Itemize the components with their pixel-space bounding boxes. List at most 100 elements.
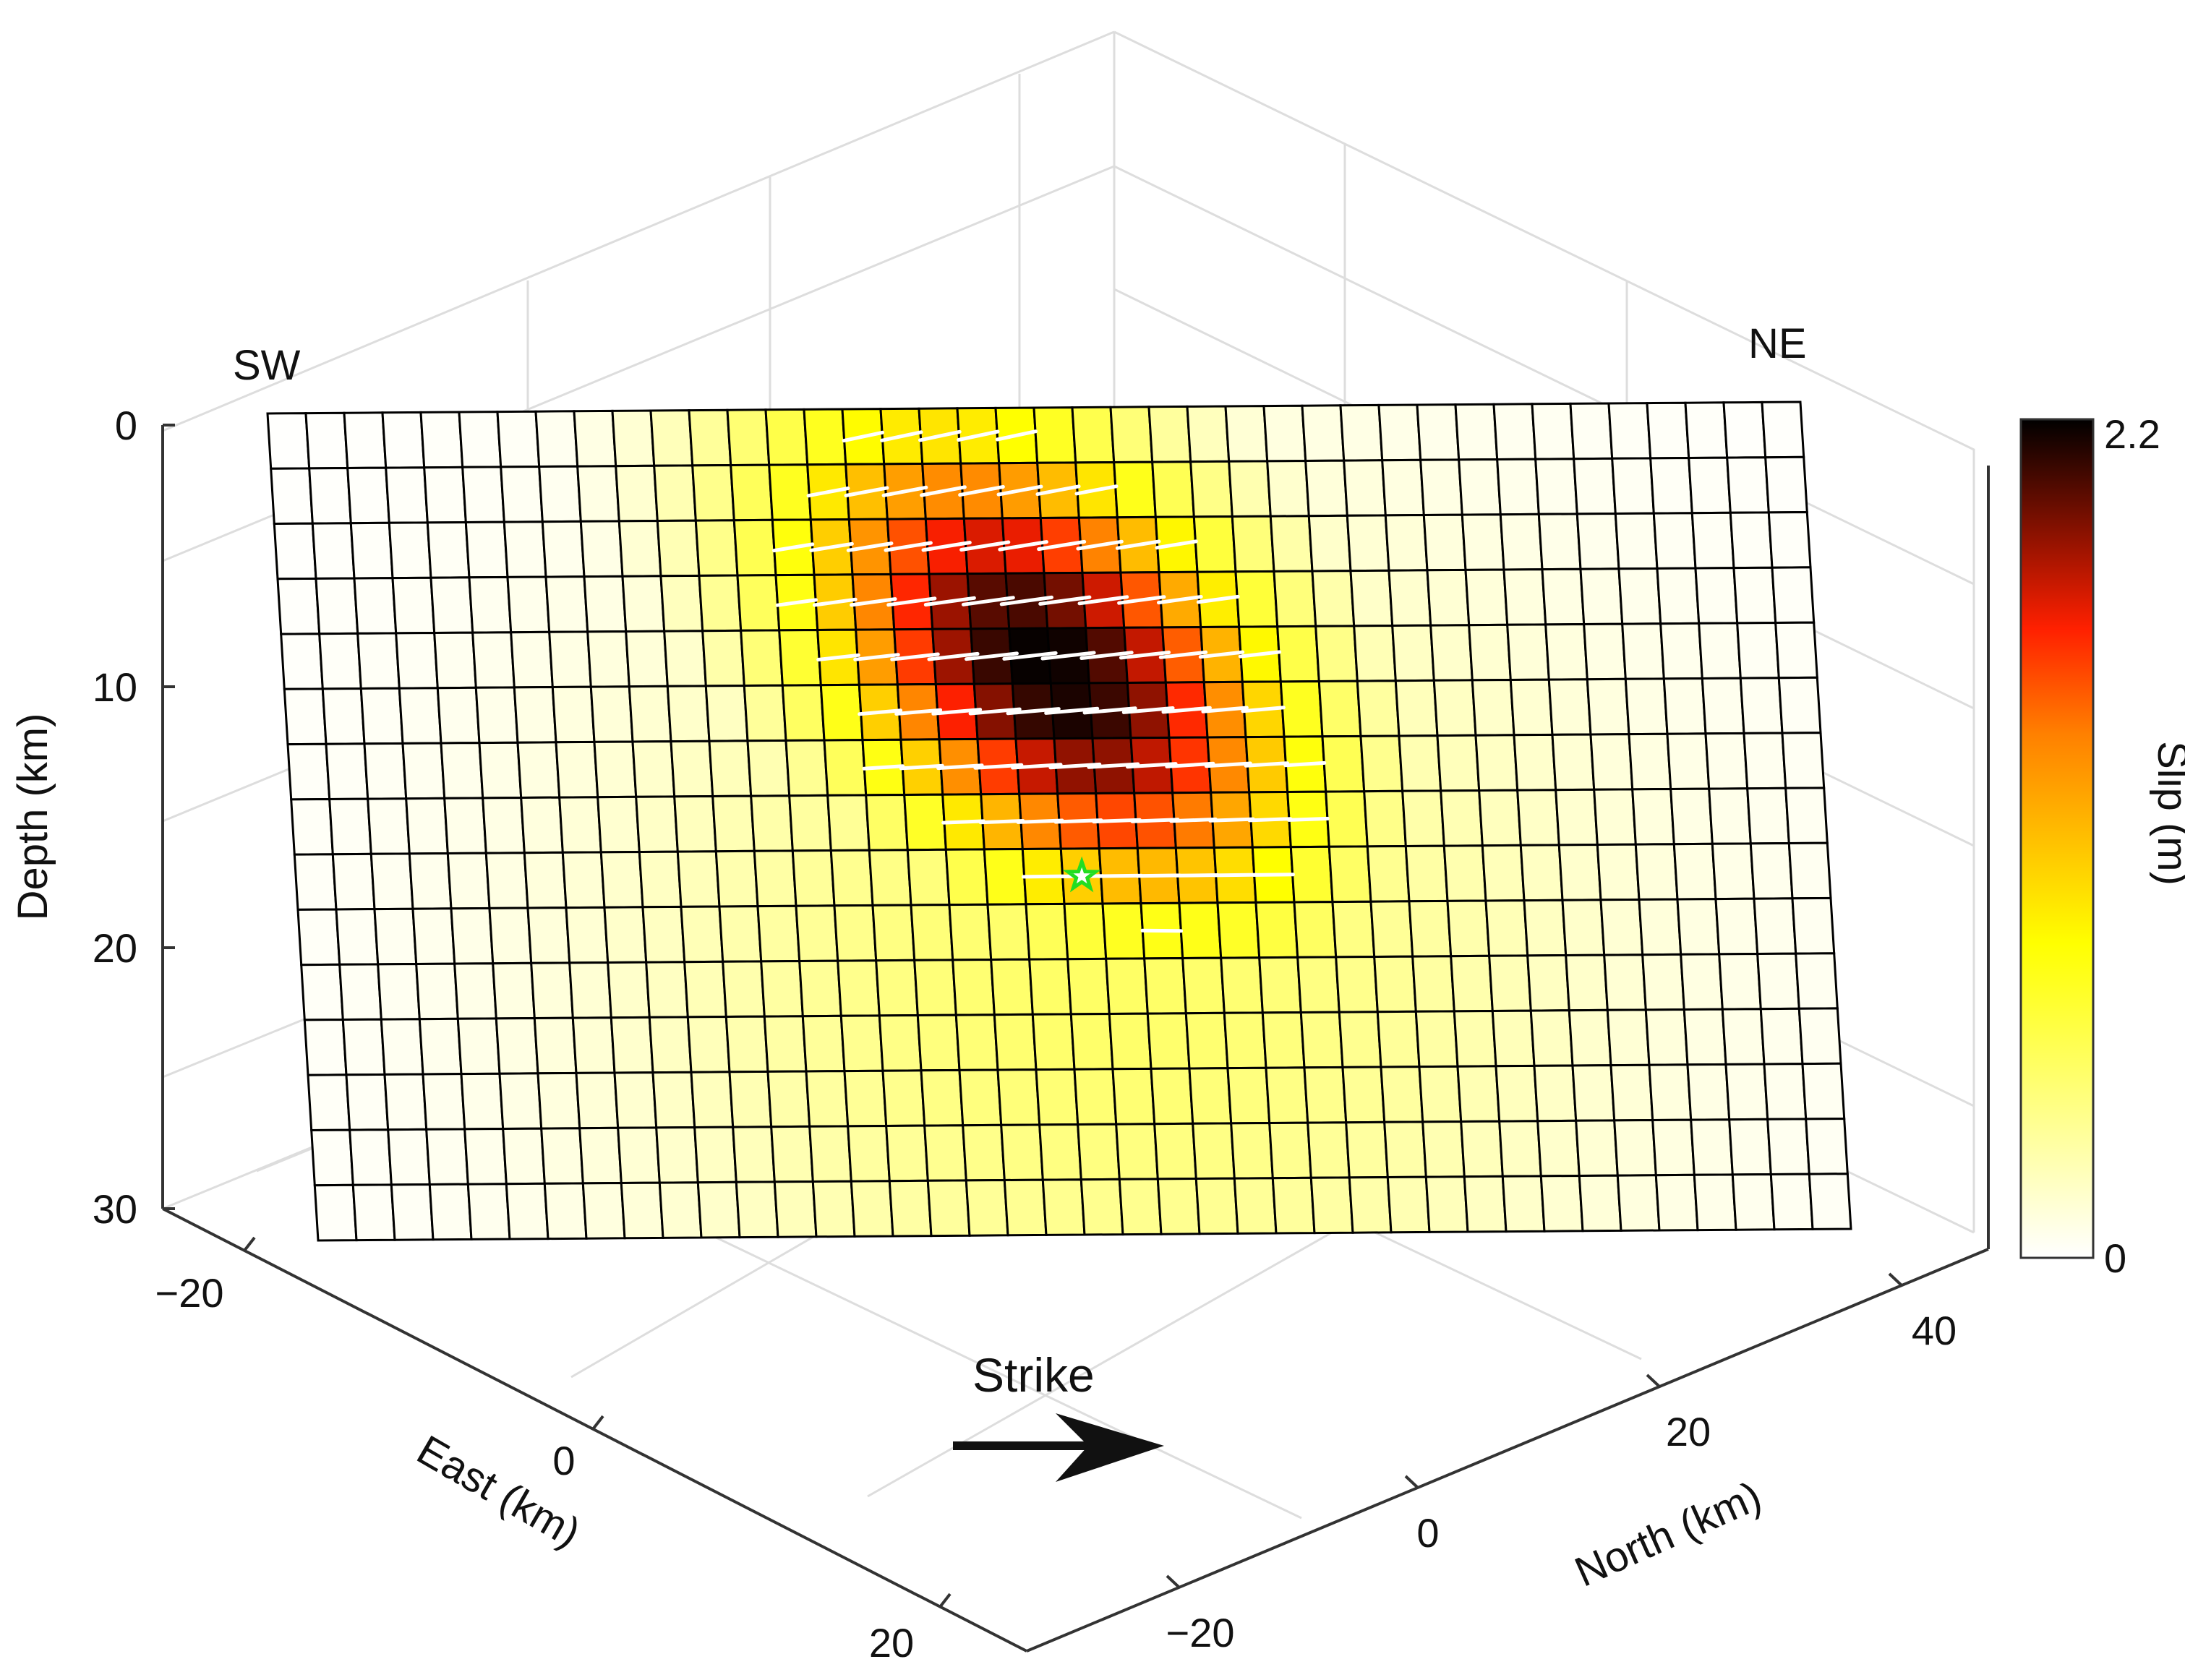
slip-cell xyxy=(363,742,408,800)
slip-cell xyxy=(1216,901,1261,959)
slip-cell xyxy=(349,1128,393,1186)
slip-cell xyxy=(698,574,743,633)
slip-cell xyxy=(1386,1175,1431,1234)
slip-cell xyxy=(1474,734,1519,792)
slip-cell xyxy=(1771,566,1816,625)
slip-cell xyxy=(1453,1009,1497,1068)
slip-cell xyxy=(1331,900,1376,959)
slip-cell xyxy=(276,577,321,635)
slip-cell xyxy=(436,686,481,745)
slip-cell xyxy=(795,904,839,963)
rake-vector xyxy=(1244,761,1289,768)
slip-cell xyxy=(1529,1009,1574,1067)
slip-cell xyxy=(419,411,464,469)
slip-cell xyxy=(990,958,1034,1016)
slip-cell xyxy=(952,958,996,1016)
strike-arrow-icon xyxy=(1056,1413,1164,1482)
rake-vector xyxy=(918,429,962,442)
rake-vector xyxy=(1037,539,1087,552)
slip-cell xyxy=(1753,897,1797,956)
rake-vector xyxy=(1158,650,1208,659)
east-tick-label: 20 xyxy=(869,1620,914,1666)
slip-cell xyxy=(1568,1008,1612,1067)
slip-cell xyxy=(1230,1121,1274,1180)
slip-cell xyxy=(1108,1012,1153,1071)
rake-vector xyxy=(941,819,985,825)
slip-cell xyxy=(381,411,426,469)
slip-cell xyxy=(1436,734,1481,792)
rake-vector xyxy=(998,540,1048,552)
rake-vector xyxy=(999,595,1053,607)
slip-cell xyxy=(478,741,523,800)
slip-cell xyxy=(1669,787,1714,846)
slip-cell xyxy=(1143,956,1187,1015)
depth-tick-label: 0 xyxy=(115,403,137,448)
slip-cell xyxy=(1544,622,1588,681)
rake-vector xyxy=(931,708,983,716)
slip-cell xyxy=(1513,733,1557,792)
slip-cell xyxy=(1495,1064,1539,1123)
rake-vector xyxy=(923,596,976,607)
slip-cell xyxy=(283,687,328,746)
slip-cell xyxy=(1279,680,1324,738)
slip-cell xyxy=(1502,568,1547,626)
slip-cell xyxy=(466,1183,511,1240)
slip-cell xyxy=(1079,1178,1124,1236)
slip-cell xyxy=(390,1183,435,1241)
north-tick xyxy=(1888,1272,1903,1287)
north-axis-label: North (km) xyxy=(1568,1473,1769,1596)
slip-cell xyxy=(670,740,714,798)
slip-cell xyxy=(1492,403,1537,461)
slip-cell xyxy=(1519,844,1564,902)
slip-cell xyxy=(408,852,453,910)
slip-cell xyxy=(1801,1062,1846,1120)
slip-cell xyxy=(1184,1011,1229,1070)
slip-cell xyxy=(621,575,666,633)
slip-cell xyxy=(1575,1119,1619,1178)
east-axis-line xyxy=(162,1207,1027,1653)
slip-cell xyxy=(766,1070,811,1128)
slip-cell xyxy=(1732,566,1777,625)
slip-cell xyxy=(750,794,794,852)
rake-vector xyxy=(1115,539,1161,550)
slip-cell xyxy=(1376,1010,1421,1068)
slip-cell xyxy=(635,795,679,854)
slip-cell xyxy=(1659,622,1703,680)
slip-cell xyxy=(948,903,993,961)
colorbar-gradient xyxy=(2019,418,2095,1259)
slip-cell xyxy=(625,630,669,688)
slip-cell xyxy=(1565,953,1609,1012)
slip-cell xyxy=(433,631,477,690)
rake-vector xyxy=(1121,706,1175,714)
slip-cell xyxy=(610,1016,654,1074)
colorbar-label: Slip (m) xyxy=(2149,741,2185,886)
slip-cell xyxy=(1573,457,1617,515)
slip-cell xyxy=(617,519,662,578)
slip-cell xyxy=(1359,734,1404,793)
rake-vector xyxy=(809,541,854,552)
slip-cell xyxy=(688,408,732,467)
rake-vector xyxy=(899,763,944,771)
north-tick-label: 0 xyxy=(1416,1510,1439,1556)
slip-cell xyxy=(803,408,847,466)
slip-cell xyxy=(304,411,349,470)
slip-cell xyxy=(482,796,526,854)
slip-cell xyxy=(273,522,317,580)
slip-cell xyxy=(1680,953,1724,1011)
slip-cell xyxy=(380,1018,424,1076)
slip-cell xyxy=(788,794,832,852)
colorbar-max-label: 2.2 xyxy=(2104,411,2160,457)
rake-vector xyxy=(959,540,1011,552)
slip-cell xyxy=(558,796,602,854)
slip-cell xyxy=(343,411,388,470)
slip-cell xyxy=(1516,789,1560,847)
rake-vector xyxy=(1038,595,1092,606)
slip-cell xyxy=(829,849,874,907)
rake-vector xyxy=(1079,651,1134,660)
slip-cell xyxy=(530,961,574,1020)
slip-cell xyxy=(369,852,414,911)
slip-cell xyxy=(1499,513,1544,571)
rake-vector xyxy=(1201,706,1249,713)
slip-cell xyxy=(1063,902,1108,961)
slip-cell xyxy=(520,796,564,854)
